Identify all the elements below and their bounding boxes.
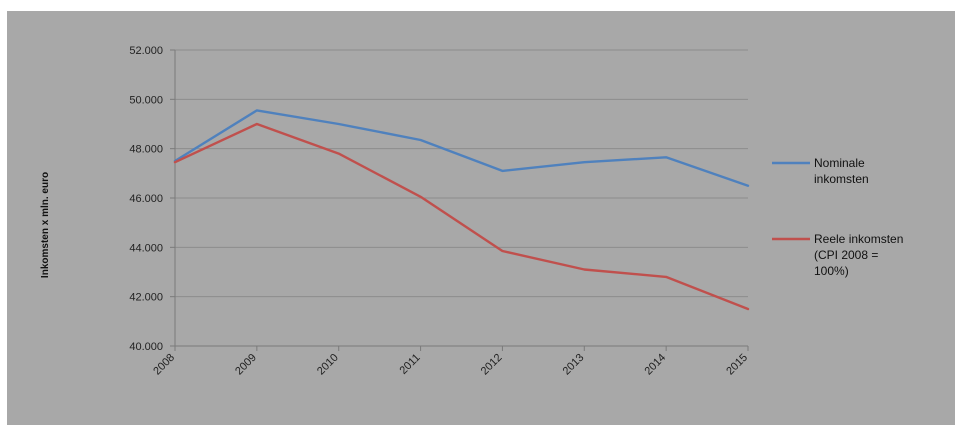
y-tick-label: 52.000	[129, 45, 163, 57]
legend: Nominale inkomsten Reele inkomsten (CPI 200…	[772, 156, 903, 278]
y-tick-label: 48.000	[129, 144, 163, 156]
y-tick-label: 44.000	[129, 242, 163, 254]
legend-label-reele: Reele inkomsten (CPI 2008 = 100%)	[814, 232, 903, 278]
y-axis-ticks: 40.000 42.000 44.000 46.000 48.000 50.000 52.0…	[129, 45, 163, 353]
y-tick-label: 50.000	[129, 94, 163, 106]
gridlines	[175, 49, 748, 298]
y-tick-label: 46.000	[129, 193, 163, 205]
y-axis-title: Inkomsten x mln. euro	[40, 172, 51, 278]
line-chart: 40.000 42.000 44.000 46.000 48.000 50.000 52.0…	[40, 45, 903, 378]
x-tick-label: 2015	[724, 352, 750, 378]
x-axis-ticks: 2008 2009 2010 2011 2012 2013 2014 2015	[151, 352, 750, 378]
x-tick-label: 2008	[151, 352, 177, 378]
x-tick-label: 2012	[479, 352, 505, 378]
series-line-nominale-inkomsten	[173, 109, 750, 187]
chart-area: 40.000 42.000 44.000 46.000 48.000 50.000 52.0…	[7, 11, 955, 425]
legend-label-line: (CPI 2008 =	[814, 248, 878, 262]
y-tick-label: 40.000	[129, 341, 163, 353]
x-tick-label: 2010	[315, 352, 341, 378]
x-tick-label: 2013	[561, 352, 587, 378]
series-lines	[173, 109, 750, 311]
series-line-reele-inkomsten	[173, 122, 750, 311]
legend-label-nominale: Nominale inkomsten	[814, 156, 869, 186]
x-tick-label: 2011	[397, 352, 422, 377]
y-tick-label: 42.000	[129, 292, 163, 304]
axes	[170, 49, 749, 351]
legend-label-line: Nominale	[814, 156, 865, 170]
legend-label-line: Reele inkomsten	[814, 232, 903, 246]
x-tick-label: 2009	[233, 352, 259, 378]
legend-label-line: 100%)	[814, 264, 849, 278]
legend-label-line: inkomsten	[814, 172, 869, 186]
x-tick-label: 2014	[642, 352, 668, 378]
